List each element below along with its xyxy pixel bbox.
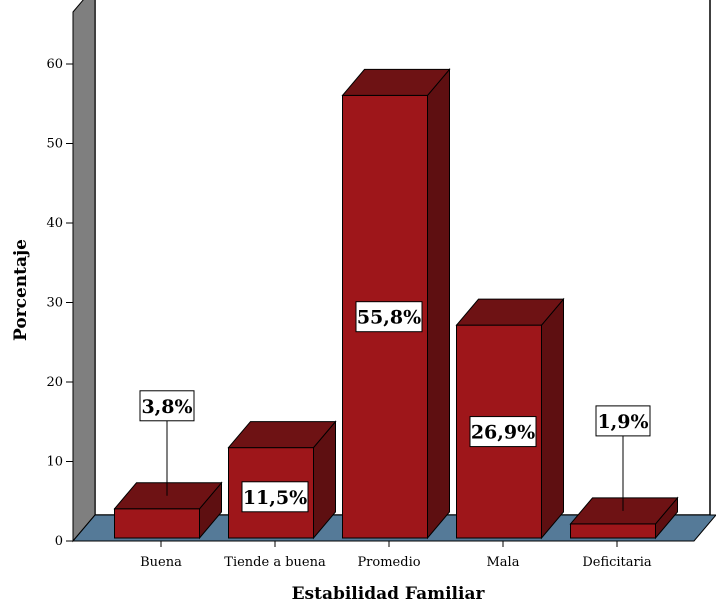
bar-top (455, 298, 565, 326)
data-label-group: 11,5% (241, 481, 309, 513)
bar-side (541, 297, 564, 540)
data-label-group: 26,9% (469, 416, 537, 448)
data-label-box (355, 301, 423, 333)
data-label-box (139, 390, 195, 422)
bar-top (341, 68, 451, 96)
bar (113, 481, 223, 540)
x-tick-label: Tiende a buena (224, 555, 326, 570)
y-tick-label: 50 (46, 137, 63, 152)
y-tick-label: 0 (55, 534, 63, 549)
bar-front (570, 523, 656, 539)
x-tick-label: Deficitaria (582, 555, 652, 570)
bar (227, 420, 337, 540)
data-label: 55,8% (357, 307, 421, 329)
bar-side (427, 68, 450, 540)
y-tick-label: 40 (46, 216, 63, 231)
y-axis-title: Porcentaje (11, 239, 31, 341)
bar-top (569, 497, 679, 525)
data-label-box (241, 481, 309, 513)
data-label: 3,8% (141, 396, 192, 418)
data-label-group: 1,9% (595, 405, 651, 511)
data-label: 1,9% (597, 411, 648, 433)
bar-top (113, 482, 223, 510)
bar (569, 496, 679, 540)
data-labels: 3,8% 11,5% 55,8% 26,9% 1,9% (139, 301, 651, 513)
data-label-group: 55,8% (355, 301, 423, 333)
bar-front (114, 508, 200, 539)
x-tick-label: Buena (140, 555, 182, 570)
bar-top (227, 421, 337, 449)
x-tick-label: Promedio (357, 555, 420, 570)
x-axis: Buena Tiende a buena Promedio Mala Deficitar… (73, 540, 694, 570)
y-tick-label: 30 (46, 296, 63, 311)
y-tick-label: 10 (46, 455, 63, 470)
data-label-box (469, 416, 537, 448)
data-label-box (595, 405, 651, 437)
y-tick-label: 20 (46, 375, 63, 390)
data-label-group: 3,8% (139, 390, 195, 496)
y-axis: 0 10 20 30 40 50 60 (46, 12, 74, 549)
y-tick-label: 60 (46, 57, 63, 72)
data-label: 11,5% (243, 487, 307, 509)
x-tick-label: Mala (487, 555, 520, 570)
x-axis-title: Estabilidad Familiar (292, 584, 486, 603)
data-label: 26,9% (471, 422, 535, 444)
side-wall (72, 0, 96, 543)
